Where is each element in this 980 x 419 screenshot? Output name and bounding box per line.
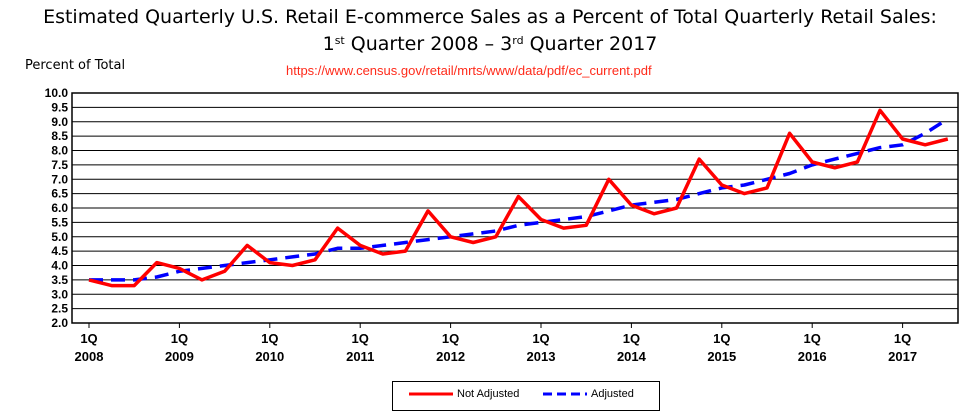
title-sup-rd: rd (512, 34, 524, 47)
y-tick-label: 5.5 (51, 215, 68, 229)
x-tick-quarter: 1Q (894, 331, 911, 346)
x-tick-quarter: 1Q (804, 331, 821, 346)
title-sup-st: st (334, 34, 345, 47)
y-tick-label: 4.5 (51, 244, 68, 258)
x-tick-year: 2010 (255, 349, 284, 364)
y-tick-label: 3.0 (51, 287, 68, 301)
title-part-3: Quarter 2017 (523, 33, 658, 55)
x-tick-year: 2013 (527, 349, 556, 364)
y-tick-label: 6.0 (51, 201, 68, 215)
y-tick-label: 6.5 (51, 187, 68, 201)
legend-swatch-adjusted (543, 392, 587, 396)
y-tick-labels: 2.02.53.03.54.04.55.05.56.06.57.07.58.08… (45, 86, 69, 330)
title-part-2: Quarter 2008 – 3 (344, 33, 513, 55)
y-tick-label: 3.5 (51, 273, 68, 287)
y-tick-label: 4.0 (51, 259, 68, 273)
legend-item-not-adjusted: Not Adjusted (409, 388, 519, 400)
x-tick-quarter: 1Q (442, 331, 459, 346)
y-tick-label: 7.0 (51, 172, 68, 186)
x-tick-year: 2009 (165, 349, 194, 364)
title-line-2: 1st Quarter 2008 – 3rd Quarter 2017 (0, 29, 980, 56)
x-tick-quarter: 1Q (80, 331, 97, 346)
legend-swatch-not-adjusted (409, 392, 453, 396)
series-line-not-adjusted (88, 108, 949, 288)
plot-area-border (71, 92, 959, 324)
source-url[interactable]: https://www.census.gov/retail/mrts/www/d… (286, 63, 652, 78)
legend-label-not-adjusted: Not Adjusted (457, 388, 520, 400)
y-tick-label: 9.5 (51, 100, 68, 114)
chart-title: Estimated Quarterly U.S. Retail E-commer… (0, 6, 980, 56)
title-line-1: Estimated Quarterly U.S. Retail E-commer… (43, 6, 937, 28)
legend-label-adjusted: Adjusted (591, 388, 634, 400)
x-tick-quarter: 1Q (713, 331, 730, 346)
series-lines (88, 108, 949, 288)
y-tick-label: 2.5 (51, 302, 68, 316)
x-tick-year: 2011 (346, 349, 374, 364)
x-tick-year: 2014 (617, 349, 647, 364)
grid-lines (72, 92, 958, 324)
y-tick-label: 9.0 (51, 115, 68, 129)
x-tick-year: 2012 (436, 349, 465, 364)
title-part-1: 1 (322, 33, 335, 55)
legend-item-adjusted: Adjusted (543, 388, 634, 400)
x-tick-year: 2017 (888, 349, 917, 364)
legend: Not Adjusted Adjusted (392, 381, 660, 411)
y-tick-label: 2.0 (51, 316, 68, 330)
x-tick-quarter: 1Q (623, 331, 640, 346)
x-tick-year: 2008 (75, 349, 104, 364)
y-tick-label: 10.0 (45, 86, 69, 100)
y-tick-label: 8.0 (51, 144, 68, 158)
y-tick-label: 5.0 (51, 230, 68, 244)
y-axis-label: Percent of Total (25, 58, 126, 73)
x-tick-labels: 1Q 2008 1Q 2009 1Q 2010 1Q 2011 1Q 2012 1Q 2013 1Q 20… (75, 323, 917, 364)
x-tick-quarter: 1Q (532, 331, 549, 346)
x-tick-quarter: 1Q (352, 331, 369, 346)
x-tick-quarter: 1Q (261, 331, 278, 346)
x-tick-year: 2015 (707, 349, 736, 364)
y-tick-label: 8.5 (51, 129, 68, 143)
x-tick-year: 2016 (798, 349, 827, 364)
y-tick-label: 7.5 (51, 158, 68, 172)
x-tick-quarter: 1Q (171, 331, 188, 346)
